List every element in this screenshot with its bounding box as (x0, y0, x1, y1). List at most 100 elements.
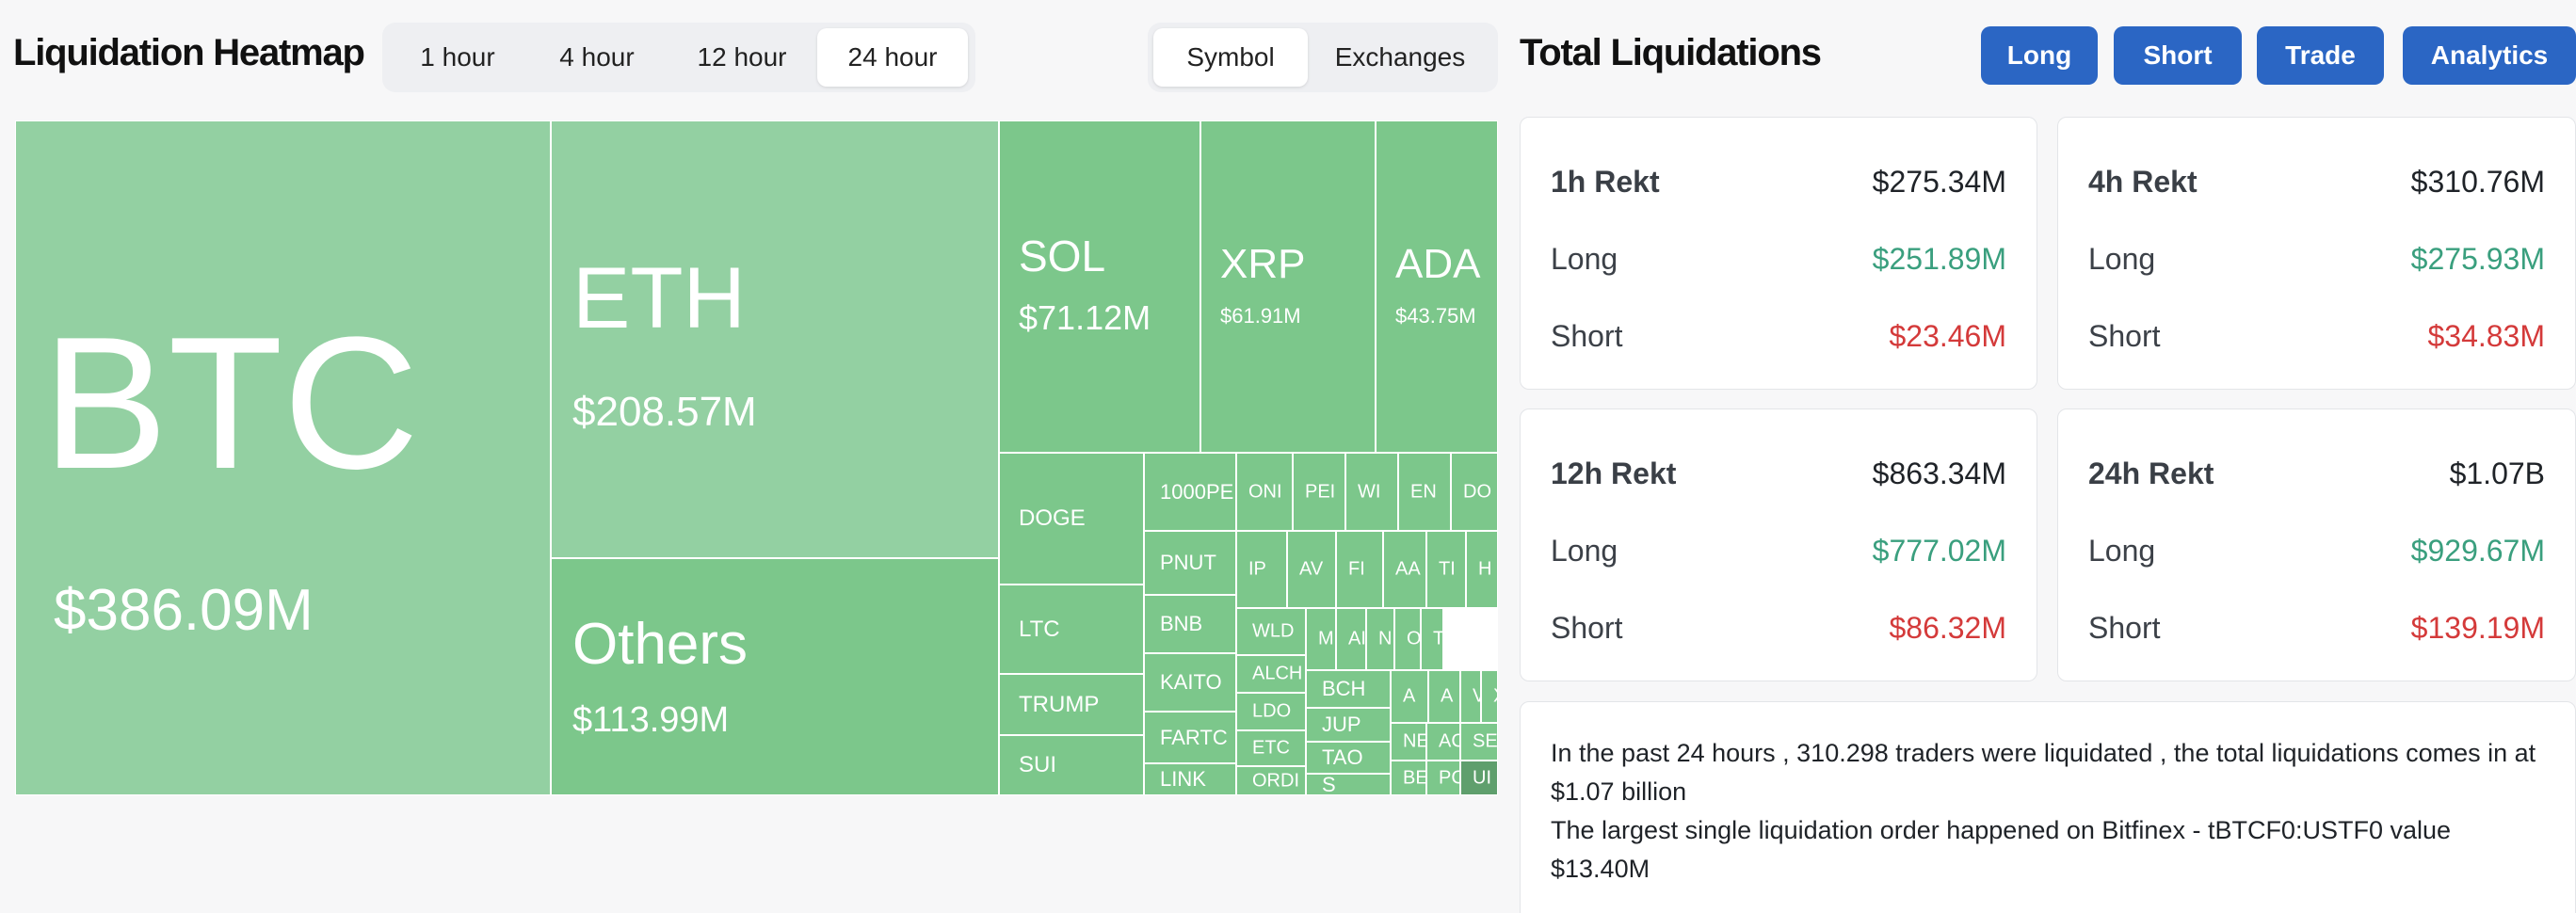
heatmap-tile-btc[interactable]: BTC $386.09M (15, 120, 551, 795)
card-label: 12h Rekt (1551, 456, 1677, 490)
heatmap-tile-small[interactable]: BCH (1306, 670, 1391, 708)
tile-symbol: ALCH (1252, 663, 1303, 684)
heatmap-tile-small[interactable]: LDO (1236, 693, 1306, 730)
heatmap-tile-small[interactable]: ETC (1236, 730, 1306, 766)
heatmap-tile-small[interactable]: AA (1383, 531, 1426, 608)
heatmap-tile-small[interactable]: H (1466, 531, 1498, 608)
heatmap-tile-small[interactable]: AI (1336, 608, 1366, 670)
heatmap-tile-small[interactable]: UI (1460, 761, 1498, 795)
trade-button[interactable]: Trade (2257, 26, 2384, 85)
heatmap-tile-small[interactable]: S (1306, 774, 1391, 795)
short-value: $139.19M (2410, 611, 2545, 645)
heatmap-tile-small[interactable]: JUP (1306, 708, 1391, 742)
tile-symbol: PEI (1305, 481, 1336, 502)
heatmap-tile-small[interactable]: EN (1398, 453, 1451, 531)
heatmap-tile-small[interactable]: BE (1391, 761, 1426, 795)
tile-symbol: ORDI (1252, 770, 1299, 791)
heatmap-tile-small[interactable]: PC (1426, 761, 1460, 795)
view-mode-tabs: Symbol Exchanges (1148, 23, 1498, 92)
card-long-row: Long $777.02M (1551, 534, 2006, 569)
rekt-card-24h: 24h Rekt $1.07B Long $929.67M Short $139… (2057, 408, 2576, 681)
analytics-button[interactable]: Analytics (2403, 26, 2576, 85)
short-button[interactable]: Short (2114, 26, 2242, 85)
heatmap-tile-small[interactable]: SUI (999, 735, 1144, 795)
heatmap-tile-small[interactable]: TI (1426, 531, 1466, 608)
heatmap-tile-small[interactable]: DOGE (999, 453, 1144, 585)
heatmap-tile-xrp[interactable]: XRP $61.91M (1200, 120, 1376, 453)
tile-symbol: N (1378, 628, 1393, 649)
heatmap-tile-ada[interactable]: ADA $43.75M (1376, 120, 1498, 453)
heatmap-tile-small[interactable]: N (1366, 608, 1394, 670)
liquidation-heatmap: BTC $386.09M ETH $208.57M Others $113.99M SOL $… (15, 120, 1498, 795)
heatmap-tile-small[interactable]: AV (1287, 531, 1336, 608)
card-long-row: Long $929.67M (2088, 534, 2545, 569)
tile-value: $43.75M (1395, 304, 1476, 328)
tile-symbol: 1000PE (1160, 479, 1234, 504)
rekt-card-1h: 1h Rekt $275.34M Long $251.89M Short $23… (1520, 117, 2037, 390)
card-header-row: 4h Rekt $310.76M (2088, 165, 2545, 200)
tab-1-hour[interactable]: 1 hour (420, 42, 495, 72)
tile-symbol: SOL (1019, 232, 1106, 280)
tile-symbol: LDO (1252, 700, 1292, 722)
heatmap-tile-small[interactable]: ALCH (1236, 655, 1306, 693)
tile-symbol: FARTC (1160, 725, 1228, 749)
heatmap-tile-small[interactable]: WI (1345, 453, 1398, 531)
heatmap-tile-small[interactable]: AC (1426, 723, 1460, 761)
summary-largest-order-text: The largest single liquidation order hap… (1551, 816, 2452, 883)
heatmap-tile-small[interactable]: X (1481, 670, 1498, 723)
heatmap-tile-small[interactable]: NE (1391, 723, 1426, 761)
heatmap-tile-small[interactable]: TAO (1306, 742, 1391, 774)
heatmap-tile-small[interactable]: TRUMP (999, 674, 1144, 735)
tile-value: $208.57M (572, 389, 757, 435)
heatmap-tile-others[interactable]: Others $113.99M (551, 558, 999, 795)
tile-symbol: TAO (1322, 745, 1363, 769)
time-range-tabs: 1 hour 4 hour 12 hour 24 hour (382, 23, 975, 92)
tile-value: $113.99M (572, 700, 730, 740)
heatmap-tile-small[interactable]: LTC (999, 585, 1144, 674)
card-short-row: Short $139.19M (2088, 611, 2545, 646)
tile-symbol: AI (1348, 628, 1366, 649)
heatmap-tile-small[interactable]: DO (1451, 453, 1498, 531)
heatmap-tile-small[interactable]: A (1428, 670, 1460, 723)
tab-12-hour[interactable]: 12 hour (697, 42, 787, 72)
heatmap-tile-small[interactable]: PEI (1293, 453, 1345, 531)
tab-4-hour[interactable]: 4 hour (559, 42, 635, 72)
tab-symbol[interactable]: Symbol (1153, 28, 1308, 87)
heatmap-tile-small[interactable]: T( (1421, 608, 1443, 670)
heatmap-tile-sol[interactable]: SOL $71.12M (999, 120, 1200, 453)
heatmap-tile-small[interactable]: O (1394, 608, 1421, 670)
heatmap-tile-small[interactable]: WLD (1236, 608, 1306, 655)
heatmap-tile-small[interactable]: BNB (1144, 595, 1236, 653)
tile-symbol: X (1493, 686, 1497, 708)
tile-symbol: PC (1439, 767, 1459, 788)
short-value: $86.32M (1889, 611, 2006, 645)
heatmap-tile-small[interactable]: SE (1460, 723, 1498, 761)
heatmap-tile-small[interactable]: FI (1336, 531, 1383, 608)
tab-exchanges[interactable]: Exchanges (1334, 42, 1466, 72)
heatmap-tile-small[interactable]: IP (1236, 531, 1287, 608)
heatmap-tile-small[interactable]: LINK (1144, 763, 1236, 795)
heatmap-tile-small[interactable]: ONI (1236, 453, 1293, 531)
long-button[interactable]: Long (1981, 26, 2098, 85)
heatmap-tile-small[interactable]: 1000PE (1144, 453, 1236, 531)
tile-symbol: SE (1473, 730, 1498, 752)
tile-symbol: DO (1463, 481, 1491, 502)
heatmap-tile-small[interactable]: ORDI (1236, 766, 1306, 795)
heatmap-tile-small[interactable]: V (1460, 670, 1481, 723)
rekt-card-4h: 4h Rekt $310.76M Long $275.93M Short $34… (2057, 117, 2576, 390)
liquidation-summary: In the past 24 hours , 310.298 traders w… (1520, 701, 2576, 913)
tile-symbol: S (1322, 774, 1336, 795)
heatmap-tile-small[interactable]: A (1391, 670, 1428, 723)
heatmap-tile-small[interactable]: M (1306, 608, 1336, 670)
short-label: Short (1551, 319, 1623, 353)
rekt-card-12h: 12h Rekt $863.34M Long $777.02M Short $8… (1520, 408, 2037, 681)
tile-symbol: ADA (1395, 241, 1481, 287)
heatmap-tile-small[interactable]: FARTC (1144, 712, 1236, 763)
heatmap-tile-eth[interactable]: ETH $208.57M (551, 120, 999, 558)
tile-symbol: XRP (1220, 241, 1306, 287)
tile-symbol: LTC (1019, 616, 1060, 642)
tab-24-hour[interactable]: 24 hour (817, 28, 968, 87)
tile-value: $386.09M (54, 578, 314, 643)
heatmap-tile-small[interactable]: PNUT (1144, 531, 1236, 595)
heatmap-tile-small[interactable]: KAITO (1144, 653, 1236, 712)
